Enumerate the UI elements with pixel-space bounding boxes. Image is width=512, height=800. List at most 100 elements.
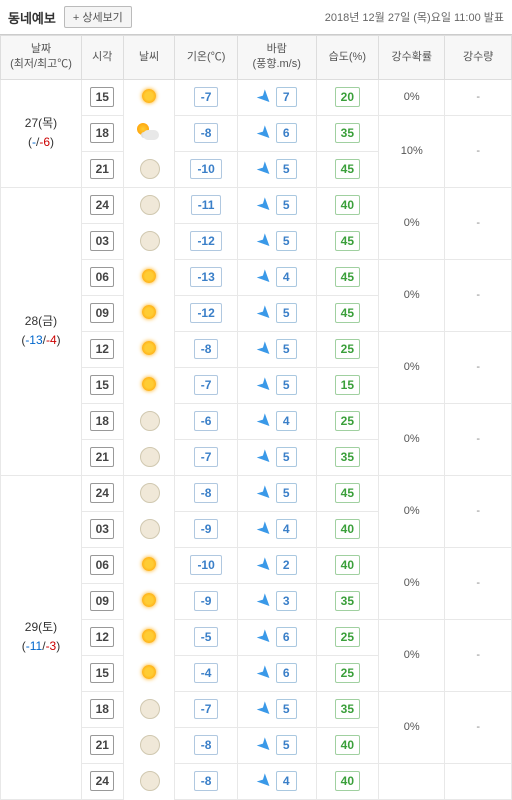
time-badge: 21 <box>90 159 114 179</box>
time-cell: 18 <box>82 115 124 151</box>
wind-value: 4 <box>276 519 297 539</box>
date-cell: 29(토) (-11/-3) <box>1 475 82 799</box>
humidity-cell: 35 <box>316 583 378 619</box>
sunny-icon <box>137 624 161 648</box>
precip-cell: - <box>445 619 512 691</box>
humidity-value: 25 <box>335 339 360 359</box>
wind-cell: ➤5 <box>237 187 316 223</box>
moon-icon <box>137 480 161 504</box>
humidity-value: 45 <box>335 267 360 287</box>
wind-arrow-icon: ➤ <box>252 193 278 219</box>
humidity-value: 40 <box>335 555 360 575</box>
prob-cell: 0% <box>379 547 445 619</box>
wind-arrow-icon: ➤ <box>252 121 278 147</box>
detail-view-button[interactable]: + 상세보기 <box>64 6 132 28</box>
wind-arrow-icon: ➤ <box>252 625 278 651</box>
humidity-cell: 15 <box>316 367 378 403</box>
temp-value: -12 <box>190 303 221 323</box>
weather-cell <box>123 259 175 295</box>
weather-cell <box>123 439 175 475</box>
temp-value: -9 <box>194 519 219 539</box>
wind-cell: ➤5 <box>237 727 316 763</box>
time-cell: 18 <box>82 691 124 727</box>
precip-cell: - <box>445 331 512 403</box>
temp-value: -5 <box>194 627 219 647</box>
temp-value: -12 <box>190 231 221 251</box>
humidity-cell: 40 <box>316 727 378 763</box>
wind-value: 5 <box>276 195 297 215</box>
wind-value: 5 <box>276 231 297 251</box>
wind-cell: ➤5 <box>237 151 316 187</box>
wind-arrow-icon: ➤ <box>252 517 278 543</box>
weather-cell <box>123 619 175 655</box>
weather-cell <box>123 115 175 151</box>
time-cell: 24 <box>82 763 124 799</box>
wind-arrow-icon: ➤ <box>252 301 278 327</box>
date-cell: 27(목) (-/-6) <box>1 79 82 187</box>
temp-cell: -7 <box>175 367 237 403</box>
humidity-cell: 25 <box>316 403 378 439</box>
wind-value: 5 <box>276 735 297 755</box>
time-badge: 09 <box>90 591 114 611</box>
prob-cell <box>379 763 445 799</box>
temp-value: -11 <box>191 195 222 215</box>
humidity-value: 45 <box>335 303 360 323</box>
moon-icon <box>137 696 161 720</box>
wind-arrow-icon: ➤ <box>252 481 278 507</box>
wind-arrow-icon: ➤ <box>252 553 278 579</box>
wind-value: 5 <box>276 483 297 503</box>
date-label: 29(토) <box>1 618 81 637</box>
moon-icon <box>137 768 161 792</box>
time-cell: 09 <box>82 295 124 331</box>
precip-cell: - <box>445 187 512 259</box>
moon-icon <box>137 156 161 180</box>
temp-cell: -12 <box>175 223 237 259</box>
temp-cell: -8 <box>175 727 237 763</box>
weather-cell <box>123 691 175 727</box>
temp-value: -8 <box>194 339 219 359</box>
humidity-cell: 40 <box>316 511 378 547</box>
sunny-icon <box>137 588 161 612</box>
col-temp: 기온(℃) <box>175 36 237 80</box>
prob-cell: 0% <box>379 331 445 403</box>
weather-cell <box>123 367 175 403</box>
date-range: (-11/-3) <box>1 637 81 656</box>
wind-value: 2 <box>276 555 297 575</box>
time-cell: 21 <box>82 439 124 475</box>
wind-cell: ➤4 <box>237 403 316 439</box>
prob-cell: 0% <box>379 691 445 763</box>
prob-cell: 0% <box>379 403 445 475</box>
wind-arrow-icon: ➤ <box>252 85 278 111</box>
time-badge: 03 <box>90 519 114 539</box>
publish-timestamp: 2018년 12월 27일 (목)요일 11:00 발표 <box>325 9 504 25</box>
wind-arrow-icon: ➤ <box>252 157 278 183</box>
time-cell: 12 <box>82 619 124 655</box>
humidity-value: 35 <box>335 699 360 719</box>
moon-icon <box>137 228 161 252</box>
wind-value: 5 <box>276 699 297 719</box>
wind-cell: ➤6 <box>237 655 316 691</box>
table-row: 28(금) (-13/-4)24-11➤5400%- <box>1 187 512 223</box>
prob-cell: 0% <box>379 79 445 115</box>
temp-value: -8 <box>194 123 219 143</box>
wind-cell: ➤5 <box>237 367 316 403</box>
precip-cell: - <box>445 115 512 187</box>
time-badge: 06 <box>90 267 114 287</box>
humidity-cell: 35 <box>316 439 378 475</box>
temp-cell: -5 <box>175 619 237 655</box>
time-badge: 03 <box>90 231 114 251</box>
prob-cell: 0% <box>379 619 445 691</box>
wind-cell: ➤3 <box>237 583 316 619</box>
date-range: (-/-6) <box>1 133 81 152</box>
weather-cell <box>123 511 175 547</box>
wind-value: 5 <box>276 303 297 323</box>
wind-arrow-icon: ➤ <box>252 265 278 291</box>
weather-cell <box>123 223 175 259</box>
humidity-value: 45 <box>335 483 360 503</box>
humidity-value: 25 <box>335 411 360 431</box>
sunny-icon <box>137 552 161 576</box>
wind-cell: ➤4 <box>237 259 316 295</box>
wind-cell: ➤5 <box>237 295 316 331</box>
humidity-cell: 45 <box>316 295 378 331</box>
date-label: 27(목) <box>1 114 81 133</box>
